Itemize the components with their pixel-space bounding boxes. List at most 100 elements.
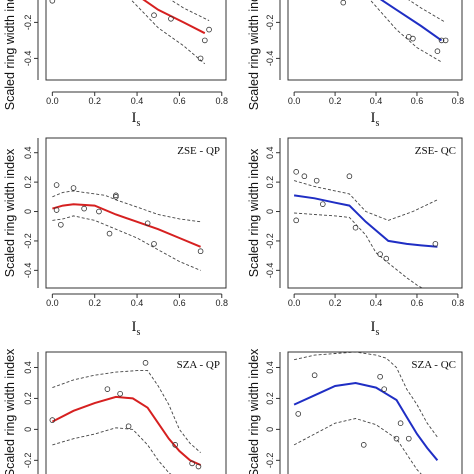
y-tick-label: 0 [23, 427, 33, 432]
y-tick-label: -0.4 [265, 263, 275, 279]
panel-title: SZA - QP [177, 359, 220, 371]
y-tick-label: 0 [23, 209, 33, 214]
x-tick-label: 0.0 [46, 298, 59, 308]
data-point [377, 251, 383, 257]
lower-confidence-band [52, 427, 172, 474]
fitted-line [379, 0, 443, 42]
panel-3: 0.4 0.2 0 -0.2 -0.4 Scaled ring width index 0.… [3, 137, 229, 338]
upper-confidence-band [293, 180, 438, 221]
data-point [346, 173, 353, 180]
data-point [53, 182, 60, 188]
upper-confidence-band [408, 0, 446, 23]
lower-confidence-band [293, 418, 422, 474]
y-tick-label: -0.4 [23, 263, 33, 279]
x-tick-label: 0.0 [46, 96, 59, 106]
data-point [113, 192, 119, 199]
x-axis-label: Is [132, 319, 141, 338]
x-tick-label: 0.0 [288, 298, 301, 308]
lower-confidence-band [294, 212, 424, 288]
data-point [142, 360, 149, 366]
data-point [53, 207, 60, 213]
y-axis-label: Scaled ring width index [3, 0, 17, 110]
y-tick-label: 0 [265, 209, 275, 214]
y-tick-label: -0.2 [23, 233, 33, 249]
data-point [49, 0, 56, 4]
y-tick-label: -0.4 [265, 51, 275, 67]
plot-frame [287, 0, 463, 81]
x-axis-label: Is [371, 319, 380, 338]
y-tick-label: 0.2 [265, 392, 275, 405]
x-tick-label: 0.6 [173, 96, 186, 106]
x-tick-label: 0.2 [329, 298, 342, 308]
plot-area [293, 169, 439, 288]
panel-title: SZA - QC [411, 359, 456, 371]
data-point [383, 255, 390, 262]
x-tick-label: 0.4 [131, 96, 144, 106]
y-tick-label: -0.4 [23, 51, 33, 67]
x-tick-label: 0.6 [411, 96, 424, 106]
data-point [410, 35, 416, 42]
plot-area [293, 352, 439, 474]
plot-frame [45, 0, 227, 81]
plot-area [52, 182, 204, 271]
upper-confidence-band [52, 370, 201, 453]
x-tick-label: 0.8 [452, 298, 465, 308]
data-point [202, 37, 208, 44]
x-tick-label: 0.8 [216, 298, 229, 308]
data-point [49, 417, 56, 423]
data-point [113, 194, 119, 200]
y-tick-label: 0.4 [23, 361, 33, 374]
data-point [151, 12, 157, 18]
x-axis-label-subscript: s [376, 118, 380, 129]
y-tick-label: -0.2 [23, 15, 33, 31]
data-point [377, 373, 383, 380]
data-point [432, 241, 439, 247]
lower-confidence-band [52, 215, 201, 271]
y-tick-label: 0.4 [265, 146, 275, 159]
panel-6: 0.4 0.2 0 -0.2 Scaled ring width index SZA - … [247, 348, 463, 474]
plot-frame [287, 137, 463, 289]
data-point [319, 201, 326, 207]
data-point [293, 169, 299, 175]
y-axis-label: Scaled ring width index [247, 148, 261, 277]
panel-1: -0.2 -0.4 Scaled ring width index 0.0 0.2 0.4… [3, 0, 228, 129]
y-axis-label: Scaled ring width index [3, 348, 17, 474]
plot-frame [45, 351, 227, 474]
x-tick-label: 0.4 [131, 298, 144, 308]
x-tick-label: 0.6 [411, 298, 424, 308]
data-point [70, 185, 77, 191]
fitted-line [52, 203, 201, 248]
data-point [311, 372, 318, 379]
data-point [301, 173, 308, 180]
y-axis-label: Scaled ring width index [247, 0, 261, 110]
x-tick-label: 0.6 [173, 298, 186, 308]
data-point [104, 386, 111, 392]
plot-frame [45, 137, 227, 289]
data-point [405, 435, 412, 442]
data-point [125, 423, 132, 430]
y-axis-label: Scaled ring width index [247, 348, 261, 474]
panel-2: -0.2 -0.4 Scaled ring width index 0.0 0.2 0.4… [247, 0, 464, 129]
data-point [442, 37, 449, 44]
plot-area [340, 0, 449, 63]
data-point [58, 221, 64, 228]
plot-frame [287, 351, 463, 474]
data-point [197, 55, 204, 62]
data-point [189, 460, 195, 467]
data-point [393, 435, 400, 442]
data-point [438, 37, 445, 44]
data-point [197, 248, 204, 255]
x-axis-label: Is [132, 110, 141, 129]
data-point [295, 411, 302, 417]
y-tick-label: 0.4 [265, 361, 275, 374]
upper-confidence-band [170, 0, 210, 22]
plot-area [49, 360, 202, 474]
data-point [81, 205, 87, 212]
y-tick-label: -0.2 [265, 233, 275, 249]
panel-4: 0.4 0.2 0 -0.2 -0.4 Scaled ring width index 0.… [247, 137, 465, 338]
fitted-line [293, 381, 439, 461]
x-axis-label-subscript: s [376, 327, 380, 338]
x-axis-label-subscript: s [137, 118, 141, 129]
x-tick-label: 0.8 [452, 96, 465, 106]
